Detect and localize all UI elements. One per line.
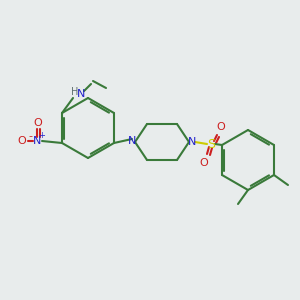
Text: O: O: [217, 122, 225, 132]
Text: -: -: [28, 131, 32, 141]
Text: N: N: [128, 136, 136, 146]
Text: N: N: [188, 137, 196, 147]
Text: N: N: [33, 136, 41, 146]
Text: +: +: [39, 130, 46, 140]
Text: O: O: [34, 118, 42, 128]
Text: O: O: [200, 158, 208, 168]
Text: N: N: [77, 89, 85, 99]
Text: H: H: [71, 87, 79, 97]
Text: S: S: [207, 137, 215, 151]
Text: O: O: [18, 136, 26, 146]
